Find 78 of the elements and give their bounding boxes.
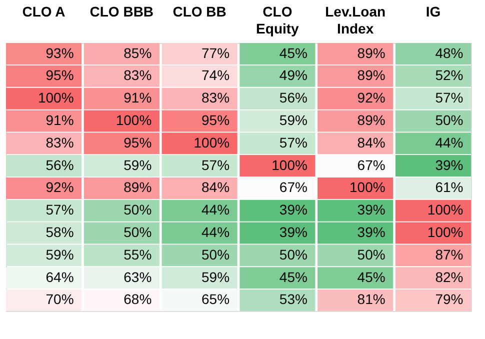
- data-label: 44%: [435, 134, 464, 150]
- data-label: 57%: [279, 134, 308, 150]
- data-label: 84%: [357, 134, 386, 150]
- data-label: 89%: [357, 67, 386, 84]
- data-label: 50%: [124, 224, 152, 240]
- data-label: 89%: [357, 44, 386, 61]
- data-label: 84%: [202, 179, 230, 196]
- data-label: 100%: [427, 224, 464, 240]
- data-label: 53%: [279, 291, 308, 308]
- data-label: 50%: [124, 202, 152, 218]
- data-label: 57%: [435, 90, 464, 106]
- data-label: 81%: [357, 291, 386, 308]
- x-tick-label: CLO A: [22, 4, 66, 20]
- data-label: 39%: [279, 202, 308, 218]
- data-label: 63%: [124, 268, 152, 285]
- x-tick-label: CLO BB: [172, 4, 226, 20]
- x-tick-label: CLO BBB: [90, 4, 154, 20]
- data-label: 100%: [116, 112, 152, 128]
- data-label: 57%: [202, 156, 230, 173]
- data-label: 55%: [124, 246, 152, 262]
- data-label: 39%: [357, 202, 386, 218]
- data-label: 49%: [279, 67, 308, 84]
- data-label: 57%: [46, 202, 74, 218]
- data-label: 56%: [279, 90, 308, 106]
- data-label: 74%: [202, 67, 230, 84]
- data-label: 100%: [272, 156, 308, 173]
- x-tick-label: CLO Equity: [256, 4, 300, 36]
- data-label: 82%: [435, 268, 464, 285]
- data-label: 100%: [350, 179, 386, 196]
- data-label: 83%: [46, 134, 74, 150]
- data-label: 64%: [46, 268, 74, 285]
- data-label: 39%: [357, 224, 386, 240]
- data-label: 67%: [357, 156, 386, 173]
- data-label: 44%: [202, 202, 230, 218]
- data-label: 59%: [124, 156, 152, 173]
- data-label: 93%: [46, 44, 74, 61]
- data-label: 39%: [435, 156, 464, 173]
- data-label: 68%: [124, 291, 152, 308]
- data-label: 50%: [279, 246, 308, 262]
- data-label: 95%: [202, 112, 230, 128]
- data-label: 45%: [357, 268, 386, 285]
- data-label: 100%: [38, 90, 74, 106]
- data-label: 89%: [357, 112, 386, 128]
- data-label: 59%: [279, 112, 308, 128]
- data-label: 87%: [435, 246, 464, 262]
- data-label: 44%: [202, 224, 230, 240]
- data-label: 50%: [202, 246, 230, 262]
- data-label: 59%: [202, 268, 230, 285]
- data-label: 59%: [46, 246, 74, 262]
- data-label: 100%: [194, 134, 230, 150]
- data-label: 39%: [279, 224, 308, 240]
- data-label: 65%: [202, 291, 230, 308]
- x-tick-label: IG: [426, 4, 441, 20]
- data-label: 50%: [435, 112, 464, 128]
- data-label: 52%: [435, 67, 464, 84]
- data-label: 45%: [279, 44, 308, 61]
- data-label: 61%: [435, 179, 464, 196]
- data-label: 67%: [279, 179, 308, 196]
- data-label: 100%: [427, 202, 464, 218]
- data-label: 95%: [46, 67, 74, 84]
- data-label: 89%: [124, 179, 152, 196]
- data-label: 83%: [124, 67, 152, 84]
- x-tick-label: Lev.Loan Index: [325, 4, 386, 36]
- data-label: 50%: [357, 246, 386, 262]
- data-label: 58%: [46, 224, 74, 240]
- data-label: 56%: [46, 156, 74, 173]
- data-label: 92%: [357, 90, 386, 106]
- data-label: 79%: [435, 291, 464, 308]
- data-label: 70%: [46, 291, 74, 308]
- data-label: 91%: [124, 90, 152, 106]
- data-label: 95%: [124, 134, 152, 150]
- data-label: 91%: [46, 112, 74, 128]
- data-label: 45%: [279, 268, 308, 285]
- data-label: 77%: [202, 44, 230, 61]
- data-label: 85%: [124, 44, 152, 61]
- data-label: 83%: [202, 90, 230, 106]
- data-label: 48%: [435, 44, 464, 61]
- data-label: 92%: [46, 179, 74, 196]
